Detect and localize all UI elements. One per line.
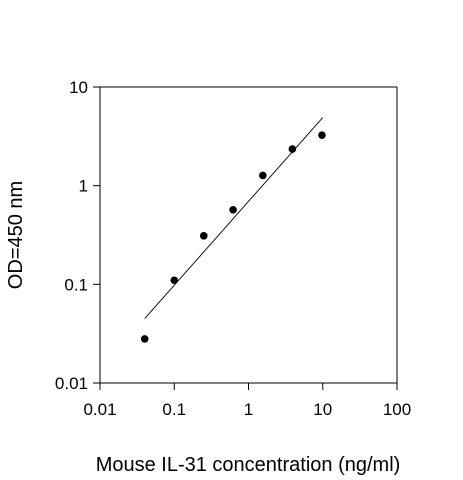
data-point	[288, 145, 297, 153]
y-tick-label: 0.1	[64, 275, 88, 294]
y-ticks: 0.01 0.1 1 10	[55, 78, 100, 393]
data-point	[259, 171, 267, 180]
fit-line	[144, 117, 324, 319]
x-tick-label: 10	[313, 400, 332, 419]
y-axis-title: OD=450 nm	[5, 181, 27, 289]
x-tick-label: 0.01	[83, 400, 116, 419]
data-point	[318, 131, 326, 139]
x-ticks: 0.01 0.1 1 10 100	[83, 383, 411, 419]
y-tick-label: 0.01	[55, 374, 88, 393]
data-points	[140, 131, 326, 343]
x-tick-label: 0.1	[162, 400, 186, 419]
data-point	[199, 232, 208, 240]
x-tick-label: 100	[383, 400, 411, 419]
x-axis-title: Mouse IL-31 concentration (ng/ml)	[96, 454, 401, 476]
x-tick-label: 1	[244, 400, 253, 419]
y-tick-label: 10	[69, 78, 88, 97]
data-point	[229, 205, 237, 214]
data-point	[170, 276, 179, 285]
fit-line-group	[144, 117, 324, 319]
data-point	[140, 335, 149, 343]
y-tick-label: 1	[79, 177, 88, 196]
